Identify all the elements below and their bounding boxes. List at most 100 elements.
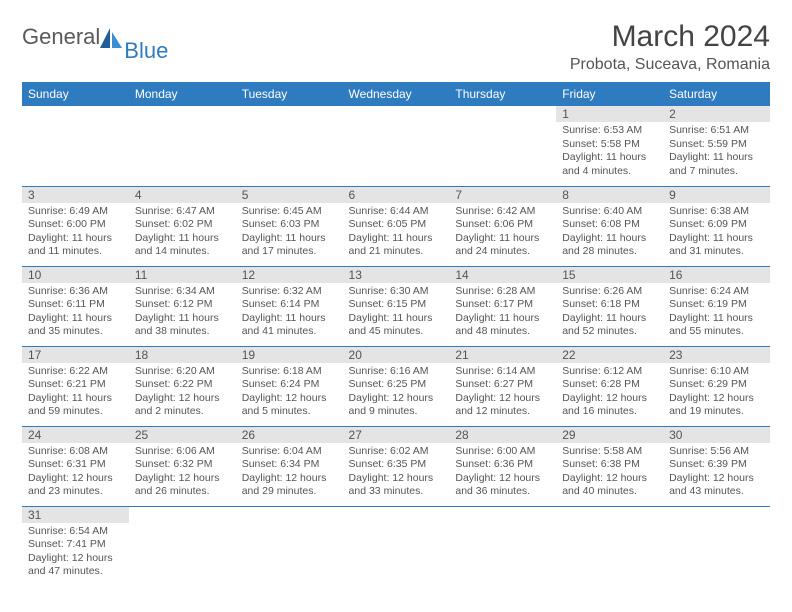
- day-content: Sunrise: 5:56 AMSunset: 6:39 PMDaylight:…: [663, 443, 770, 503]
- logo-text-blue: Blue: [124, 38, 168, 64]
- calendar-day-cell: 11Sunrise: 6:34 AMSunset: 6:12 PMDayligh…: [129, 266, 236, 346]
- day-content: Sunrise: 6:08 AMSunset: 6:31 PMDaylight:…: [22, 443, 129, 503]
- calendar-day-cell: 25Sunrise: 6:06 AMSunset: 6:32 PMDayligh…: [129, 426, 236, 506]
- sunset-text: Sunset: 6:22 PM: [135, 378, 230, 392]
- calendar-table: Sunday Monday Tuesday Wednesday Thursday…: [22, 82, 770, 586]
- day-content: Sunrise: 6:42 AMSunset: 6:06 PMDaylight:…: [449, 203, 556, 263]
- daylight-text: Daylight: 12 hours: [242, 392, 337, 406]
- sunrise-text: Sunrise: 6:20 AM: [135, 365, 230, 379]
- day-number: 14: [449, 267, 556, 283]
- calendar-day-cell: 5Sunrise: 6:45 AMSunset: 6:03 PMDaylight…: [236, 186, 343, 266]
- daylight-text: and 21 minutes.: [349, 245, 444, 259]
- sunrise-text: Sunrise: 6:49 AM: [28, 205, 123, 219]
- sunset-text: Sunset: 6:31 PM: [28, 458, 123, 472]
- calendar-day-cell: [236, 106, 343, 186]
- sunrise-text: Sunrise: 6:08 AM: [28, 445, 123, 459]
- calendar-day-cell: [556, 506, 663, 586]
- calendar-day-cell: 22Sunrise: 6:12 AMSunset: 6:28 PMDayligh…: [556, 346, 663, 426]
- sunset-text: Sunset: 6:00 PM: [28, 218, 123, 232]
- weekday-header: Sunday: [22, 82, 129, 106]
- day-content: Sunrise: 6:20 AMSunset: 6:22 PMDaylight:…: [129, 363, 236, 423]
- daylight-text: Daylight: 12 hours: [455, 472, 550, 486]
- calendar-day-cell: [449, 506, 556, 586]
- day-number: 3: [22, 187, 129, 203]
- sunrise-text: Sunrise: 6:38 AM: [669, 205, 764, 219]
- location: Probota, Suceava, Romania: [570, 56, 770, 74]
- daylight-text: and 26 minutes.: [135, 485, 230, 499]
- calendar-day-cell: 14Sunrise: 6:28 AMSunset: 6:17 PMDayligh…: [449, 266, 556, 346]
- day-number: 17: [22, 347, 129, 363]
- day-content: Sunrise: 6:12 AMSunset: 6:28 PMDaylight:…: [556, 363, 663, 423]
- weekday-header: Tuesday: [236, 82, 343, 106]
- calendar-day-cell: 27Sunrise: 6:02 AMSunset: 6:35 PMDayligh…: [343, 426, 450, 506]
- daylight-text: Daylight: 11 hours: [562, 232, 657, 246]
- sunrise-text: Sunrise: 6:24 AM: [669, 285, 764, 299]
- daylight-text: Daylight: 12 hours: [242, 472, 337, 486]
- daylight-text: and 48 minutes.: [455, 325, 550, 339]
- sunrise-text: Sunrise: 5:58 AM: [562, 445, 657, 459]
- day-number: 8: [556, 187, 663, 203]
- daylight-text: and 29 minutes.: [242, 485, 337, 499]
- day-number: 23: [663, 347, 770, 363]
- day-content: Sunrise: 6:26 AMSunset: 6:18 PMDaylight:…: [556, 283, 663, 343]
- calendar-day-cell: 23Sunrise: 6:10 AMSunset: 6:29 PMDayligh…: [663, 346, 770, 426]
- day-number: 19: [236, 347, 343, 363]
- day-number: 7: [449, 187, 556, 203]
- day-number: 25: [129, 427, 236, 443]
- calendar-week-row: 24Sunrise: 6:08 AMSunset: 6:31 PMDayligh…: [22, 426, 770, 506]
- daylight-text: Daylight: 12 hours: [562, 472, 657, 486]
- day-number: 26: [236, 427, 343, 443]
- daylight-text: and 35 minutes.: [28, 325, 123, 339]
- day-content: Sunrise: 6:30 AMSunset: 6:15 PMDaylight:…: [343, 283, 450, 343]
- calendar-day-cell: [343, 506, 450, 586]
- day-content: Sunrise: 6:32 AMSunset: 6:14 PMDaylight:…: [236, 283, 343, 343]
- daylight-text: and 4 minutes.: [562, 165, 657, 179]
- calendar-day-cell: [343, 106, 450, 186]
- daylight-text: Daylight: 12 hours: [28, 552, 123, 566]
- weekday-header-row: Sunday Monday Tuesday Wednesday Thursday…: [22, 82, 770, 106]
- day-content: Sunrise: 6:44 AMSunset: 6:05 PMDaylight:…: [343, 203, 450, 263]
- calendar-day-cell: 15Sunrise: 6:26 AMSunset: 6:18 PMDayligh…: [556, 266, 663, 346]
- daylight-text: Daylight: 11 hours: [349, 312, 444, 326]
- day-number: 5: [236, 187, 343, 203]
- calendar-body: 1Sunrise: 6:53 AMSunset: 5:58 PMDaylight…: [22, 106, 770, 586]
- daylight-text: and 23 minutes.: [28, 485, 123, 499]
- day-content: Sunrise: 6:28 AMSunset: 6:17 PMDaylight:…: [449, 283, 556, 343]
- sunrise-text: Sunrise: 6:44 AM: [349, 205, 444, 219]
- day-number: 18: [129, 347, 236, 363]
- daylight-text: and 41 minutes.: [242, 325, 337, 339]
- daylight-text: and 31 minutes.: [669, 245, 764, 259]
- sunset-text: Sunset: 6:17 PM: [455, 298, 550, 312]
- daylight-text: Daylight: 12 hours: [562, 392, 657, 406]
- sunrise-text: Sunrise: 6:12 AM: [562, 365, 657, 379]
- sunrise-text: Sunrise: 6:06 AM: [135, 445, 230, 459]
- calendar-day-cell: 19Sunrise: 6:18 AMSunset: 6:24 PMDayligh…: [236, 346, 343, 426]
- day-number: 1: [556, 106, 663, 122]
- day-content: Sunrise: 6:22 AMSunset: 6:21 PMDaylight:…: [22, 363, 129, 423]
- sunset-text: Sunset: 6:39 PM: [669, 458, 764, 472]
- daylight-text: and 45 minutes.: [349, 325, 444, 339]
- calendar-day-cell: [236, 506, 343, 586]
- day-number: 10: [22, 267, 129, 283]
- sunrise-text: Sunrise: 6:47 AM: [135, 205, 230, 219]
- daylight-text: Daylight: 12 hours: [349, 392, 444, 406]
- sunrise-text: Sunrise: 6:32 AM: [242, 285, 337, 299]
- daylight-text: Daylight: 11 hours: [28, 392, 123, 406]
- day-number: 2: [663, 106, 770, 122]
- sunset-text: Sunset: 6:29 PM: [669, 378, 764, 392]
- daylight-text: Daylight: 12 hours: [135, 472, 230, 486]
- sunset-text: Sunset: 5:59 PM: [669, 138, 764, 152]
- calendar-day-cell: 31Sunrise: 6:54 AMSunset: 7:41 PMDayligh…: [22, 506, 129, 586]
- calendar-day-cell: 16Sunrise: 6:24 AMSunset: 6:19 PMDayligh…: [663, 266, 770, 346]
- daylight-text: and 36 minutes.: [455, 485, 550, 499]
- calendar-day-cell: 6Sunrise: 6:44 AMSunset: 6:05 PMDaylight…: [343, 186, 450, 266]
- sunrise-text: Sunrise: 6:04 AM: [242, 445, 337, 459]
- daylight-text: Daylight: 11 hours: [455, 312, 550, 326]
- daylight-text: and 14 minutes.: [135, 245, 230, 259]
- day-number: 15: [556, 267, 663, 283]
- sunrise-text: Sunrise: 5:56 AM: [669, 445, 764, 459]
- sunset-text: Sunset: 6:38 PM: [562, 458, 657, 472]
- sunrise-text: Sunrise: 6:53 AM: [562, 124, 657, 138]
- calendar-day-cell: 21Sunrise: 6:14 AMSunset: 6:27 PMDayligh…: [449, 346, 556, 426]
- day-content: Sunrise: 6:51 AMSunset: 5:59 PMDaylight:…: [663, 122, 770, 182]
